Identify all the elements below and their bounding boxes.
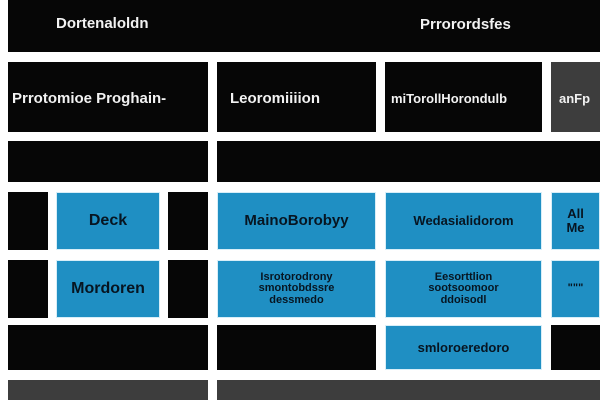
right-bottom-blue-cell[interactable]: Eesorttlion sootsoomoor ddoisodl — [385, 260, 542, 318]
far-right-bottom-blue-label: """ — [567, 282, 584, 295]
far-right-top-blue-cell[interactable]: All Me — [551, 192, 600, 250]
bottom-blue-strip-label: smloroeredoro — [417, 339, 510, 355]
left-top-blue-cell[interactable]: Deck — [56, 192, 160, 250]
right-top-blue-label: Wedasialidorom — [413, 213, 514, 229]
header-cell-4: anFp — [551, 62, 600, 132]
left-black-block-1 — [8, 192, 48, 250]
far-right-top-blue-label: All Me — [566, 206, 585, 235]
left-black-block-4 — [168, 260, 208, 318]
top-right-label: Prrorordsfes — [420, 16, 511, 33]
spacer-cell-right — [217, 141, 600, 182]
middle-bottom-blue-cell[interactable]: Isrotorodrony smontobdssre dessmedo — [217, 260, 376, 318]
header-cell-3: miTorollHorondulb — [385, 62, 542, 132]
left-top-blue-label: Deck — [88, 211, 128, 229]
lower-right-black-cell — [551, 325, 600, 370]
lower-left-black-cell — [8, 325, 208, 370]
right-top-blue-cell[interactable]: Wedasialidorom — [385, 192, 542, 250]
header-cell-1: Prrotomioe Proghain- — [8, 62, 208, 132]
far-right-bottom-blue-cell[interactable]: """ — [551, 260, 600, 318]
lower-middle-black-cell — [217, 325, 376, 370]
bottom-right-grey-cell — [217, 380, 600, 400]
header-cell-4-label: anFp — [559, 91, 591, 106]
header-cell-2-label: Leoromiiiion — [230, 90, 320, 107]
header-cell-2: Leoromiiiion — [217, 62, 376, 132]
right-bottom-blue-label: Eesorttlion sootsoomoor ddoisodl — [428, 270, 499, 306]
bottom-left-grey-cell — [8, 380, 208, 400]
left-bottom-blue-cell[interactable]: Mordoren — [56, 260, 160, 318]
middle-top-blue-cell[interactable]: MainoBorobyy — [217, 192, 376, 250]
left-bottom-blue-label: Mordoren — [71, 279, 145, 297]
header-cell-3-label: miTorollHorondulb — [391, 91, 508, 106]
header-cell-1-label: Prrotomioe Proghain- — [12, 90, 167, 107]
middle-bottom-blue-label: Isrotorodrony smontobdssre dessmedo — [258, 270, 335, 306]
left-black-block-2 — [168, 192, 208, 250]
top-bar: Dortenaloldn Prrorordsfes — [8, 0, 600, 52]
spacer-cell-left — [8, 141, 208, 182]
left-black-block-3 — [8, 260, 48, 318]
bottom-blue-strip[interactable]: smloroeredoro — [385, 325, 542, 370]
top-left-label: Dortenaloldn — [56, 15, 149, 32]
middle-top-blue-label: MainoBorobyy — [244, 212, 349, 230]
